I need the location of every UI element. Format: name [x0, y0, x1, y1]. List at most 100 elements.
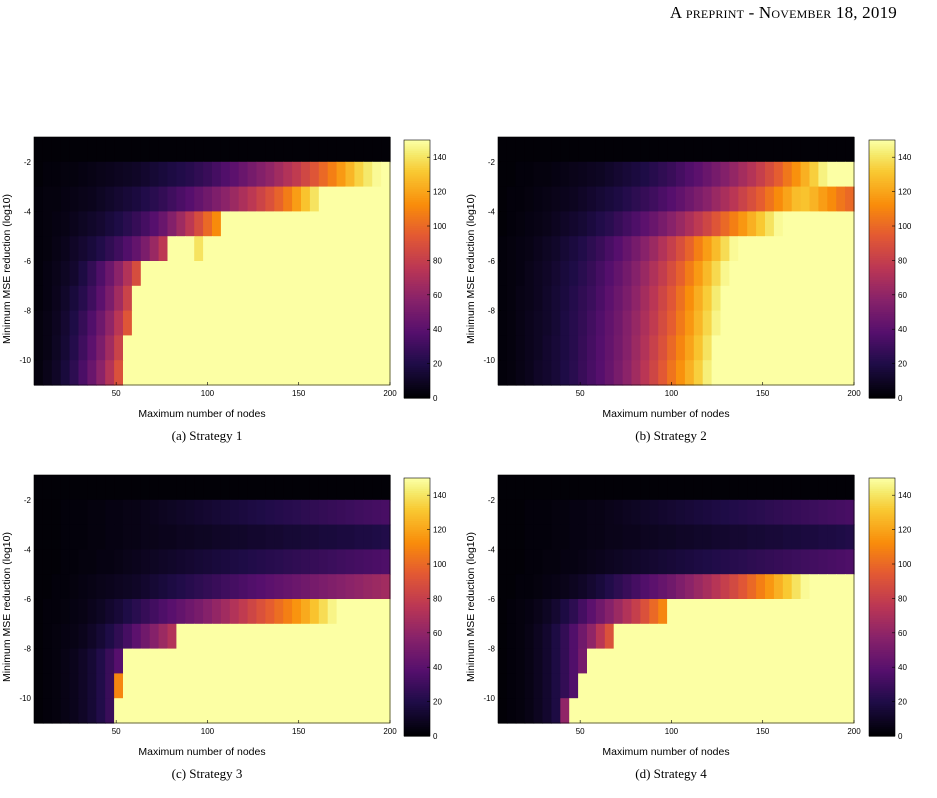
- heatmap-cell: [34, 549, 44, 575]
- heatmap-cell: [96, 524, 106, 550]
- y-tick-label: -2: [488, 158, 496, 167]
- heatmap-cell: [791, 673, 802, 699]
- heatmap-cell: [560, 549, 570, 575]
- heatmap-cell: [256, 475, 266, 501]
- heatmap-cell: [78, 499, 88, 526]
- heatmap-cell: [747, 186, 757, 212]
- heatmap-cell: [693, 698, 704, 724]
- colorbar-segment: [869, 322, 895, 326]
- heatmap-cell: [301, 335, 311, 361]
- heatmap-cell: [381, 236, 391, 262]
- colorbar-segment: [869, 352, 895, 356]
- colorbar-segment: [869, 385, 895, 388]
- heatmap-cell: [622, 524, 633, 550]
- heatmap-cell: [274, 211, 284, 237]
- heatmap-cell: [729, 360, 739, 386]
- heatmap-cell: [587, 623, 597, 650]
- heatmap-cell: [809, 475, 819, 501]
- heatmap-cell: [542, 499, 552, 526]
- colorbar-segment: [869, 320, 895, 324]
- heatmap-cell: [283, 475, 293, 501]
- colorbar-segment: [404, 594, 430, 597]
- heatmap-cell: [203, 285, 213, 312]
- heatmap-cell: [524, 285, 535, 312]
- colorbar-segment: [869, 645, 895, 649]
- colorbar-segment: [869, 566, 895, 569]
- colorbar-segment: [869, 654, 895, 658]
- colorbar-segment: [869, 708, 895, 711]
- heatmap-cell: [131, 549, 142, 575]
- heatmap-cell: [791, 524, 802, 550]
- heatmap-cell: [622, 161, 633, 188]
- heatmap-cell: [309, 335, 320, 361]
- heatmap-cell: [569, 524, 579, 550]
- colorbar-segment: [404, 281, 430, 285]
- heatmap-cell: [569, 186, 579, 212]
- colorbar-segment: [404, 667, 430, 670]
- heatmap-cell: [372, 673, 382, 699]
- colorbar-segment: [404, 727, 430, 731]
- heatmap-cell: [640, 285, 650, 312]
- heatmap-cell: [800, 549, 811, 575]
- heatmap-cell: [836, 549, 846, 575]
- colorbar-segment: [869, 570, 895, 574]
- heatmap-cell: [711, 599, 722, 625]
- heatmap-cell: [123, 499, 133, 526]
- colorbar-segment: [869, 391, 895, 395]
- heatmap-cell: [203, 161, 213, 188]
- colorbar-segment: [404, 346, 430, 350]
- colorbar-segment: [869, 271, 895, 274]
- colorbar-segment: [869, 335, 895, 339]
- colorbar-segment: [869, 178, 895, 182]
- heatmap-cell: [229, 599, 240, 625]
- colorbar-segment: [404, 581, 430, 584]
- heatmap-cell: [533, 499, 544, 526]
- heatmap-cell: [363, 137, 373, 163]
- heatmap-cell: [640, 648, 650, 674]
- heatmap-cell: [515, 285, 526, 312]
- colorbar-segment: [869, 217, 895, 221]
- heatmap-cell: [354, 549, 364, 575]
- heatmap-cell: [176, 137, 186, 163]
- colorbar-segment: [404, 514, 430, 518]
- colorbar-segment: [869, 576, 895, 580]
- heatmap-cell: [301, 673, 311, 699]
- heatmap-cell: [498, 599, 508, 625]
- heatmap-cell: [140, 574, 151, 600]
- heatmap-cell: [149, 648, 160, 674]
- heatmap-cell: [96, 698, 106, 724]
- heatmap-cell: [203, 360, 213, 386]
- heatmap-cell: [123, 648, 133, 674]
- colorbar-segment: [404, 167, 430, 171]
- heatmap-cell: [836, 261, 846, 287]
- colorbar-segment: [404, 183, 430, 186]
- heatmap-cell: [542, 137, 552, 163]
- heatmap-cell: [747, 261, 757, 287]
- heatmap-cell: [578, 673, 588, 699]
- heatmap-cell: [845, 335, 855, 361]
- heatmap-cell: [836, 599, 846, 625]
- colorbar-segment: [404, 650, 430, 653]
- heatmap-cell: [238, 673, 249, 699]
- heatmap-cell: [800, 698, 811, 724]
- heatmap-cell: [711, 698, 722, 724]
- heatmap-cell: [773, 623, 784, 650]
- heatmap-cell: [578, 310, 588, 336]
- colorbar-segment: [869, 680, 895, 683]
- heatmap-cell: [613, 524, 624, 550]
- heatmap-cell: [773, 161, 784, 188]
- colorbar-segment: [404, 585, 430, 589]
- heatmap-cell: [381, 599, 391, 625]
- heatmap-cell: [693, 186, 704, 212]
- heatmap-cell: [756, 261, 766, 287]
- heatmap-cell: [265, 261, 275, 287]
- colorbar-segment: [869, 684, 895, 688]
- colorbar-segment: [404, 622, 430, 625]
- heatmap-cell: [363, 524, 373, 550]
- colorbar-segment: [869, 165, 895, 169]
- heatmap-cell: [845, 310, 855, 336]
- heatmap-cell: [318, 475, 329, 501]
- colorbar-segment: [404, 359, 430, 363]
- heatmap-cell: [533, 574, 544, 600]
